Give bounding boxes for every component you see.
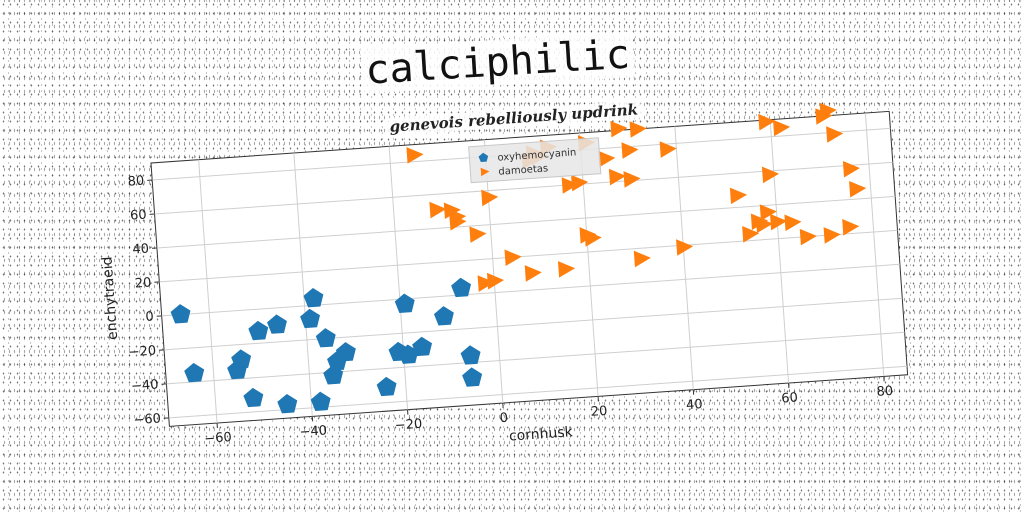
y-tick-label: 80 <box>127 174 145 190</box>
y-tick-label: 60 <box>130 208 148 224</box>
x-tick-label: 40 <box>686 397 704 413</box>
y-tick-label: −60 <box>133 411 161 428</box>
x-tick-label: −40 <box>299 423 327 440</box>
x-tick-label: −60 <box>204 430 232 447</box>
x-tick-label: −20 <box>394 417 422 434</box>
x-tick-label: 20 <box>590 404 608 420</box>
y-tick-label: 20 <box>134 276 152 292</box>
x-axis-label: cornhusk <box>509 424 575 444</box>
y-tick-label: 40 <box>132 242 150 258</box>
x-tick-label: 0 <box>499 411 508 427</box>
y-tick-label: −40 <box>131 377 159 394</box>
x-tick-label: 60 <box>781 390 799 406</box>
y-tick-label: 0 <box>145 309 154 325</box>
x-tick-label: 80 <box>876 384 894 400</box>
y-tick-label: −20 <box>128 343 156 360</box>
y-axis-label: enchytraeid <box>99 256 121 340</box>
